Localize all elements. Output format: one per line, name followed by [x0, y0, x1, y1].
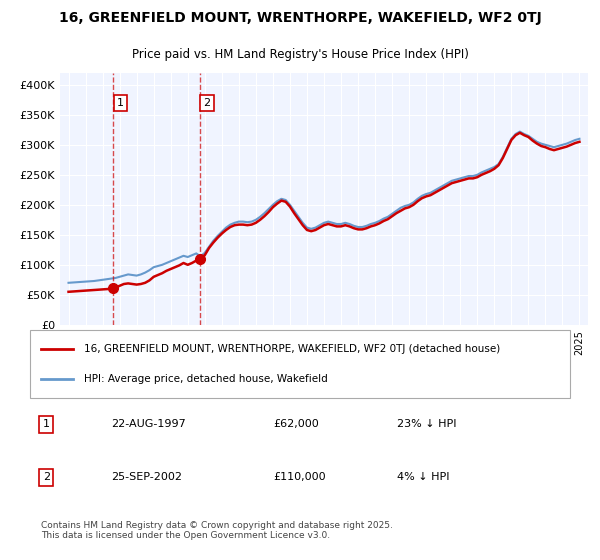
Text: 23% ↓ HPI: 23% ↓ HPI: [397, 419, 457, 429]
Text: 4% ↓ HPI: 4% ↓ HPI: [397, 473, 450, 482]
Text: 16, GREENFIELD MOUNT, WRENTHORPE, WAKEFIELD, WF2 0TJ (detached house): 16, GREENFIELD MOUNT, WRENTHORPE, WAKEFI…: [84, 344, 500, 354]
Text: 1: 1: [117, 98, 124, 108]
Text: 2: 2: [43, 473, 50, 482]
Text: £62,000: £62,000: [273, 419, 319, 429]
Text: 16, GREENFIELD MOUNT, WRENTHORPE, WAKEFIELD, WF2 0TJ: 16, GREENFIELD MOUNT, WRENTHORPE, WAKEFI…: [59, 11, 541, 25]
Text: 1: 1: [43, 419, 50, 429]
Text: 22-AUG-1997: 22-AUG-1997: [111, 419, 186, 429]
Text: Contains HM Land Registry data © Crown copyright and database right 2025.
This d: Contains HM Land Registry data © Crown c…: [41, 521, 392, 540]
Text: £110,000: £110,000: [273, 473, 326, 482]
Text: HPI: Average price, detached house, Wakefield: HPI: Average price, detached house, Wake…: [84, 374, 328, 384]
Text: 25-SEP-2002: 25-SEP-2002: [111, 473, 182, 482]
Text: Price paid vs. HM Land Registry's House Price Index (HPI): Price paid vs. HM Land Registry's House …: [131, 48, 469, 61]
Text: 2: 2: [203, 98, 211, 108]
FancyBboxPatch shape: [30, 330, 570, 398]
